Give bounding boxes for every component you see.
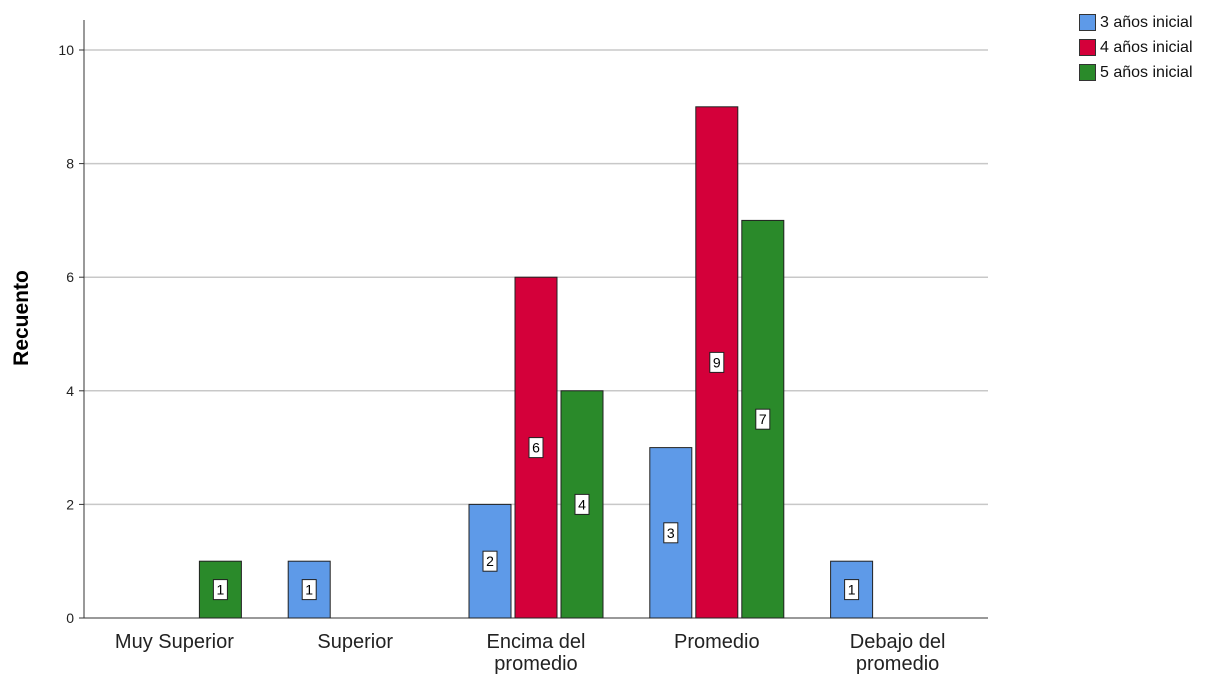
data-label-box <box>844 579 860 601</box>
bar <box>741 219 785 619</box>
y-tick-label: 6 <box>66 269 74 285</box>
data-label: 2 <box>486 553 494 569</box>
data-label: 9 <box>713 354 721 370</box>
legend-item: 4 años inicial <box>1079 35 1193 60</box>
data-label-box <box>212 579 228 601</box>
data-label-box <box>482 550 498 572</box>
data-label-box <box>574 493 590 515</box>
data-label-box <box>663 522 679 544</box>
x-tick-label: Encima del promedio <box>487 631 586 675</box>
y-tick-label: 2 <box>66 496 74 512</box>
y-tick-label: 10 <box>58 42 74 58</box>
y-tick-label: 8 <box>66 156 74 172</box>
data-label: 6 <box>532 440 540 456</box>
data-label-box <box>755 408 771 430</box>
legend-swatch <box>1079 14 1096 31</box>
data-label-box <box>301 579 317 601</box>
y-axis: 0 2 4 6 8 10 <box>58 20 85 626</box>
data-label: 3 <box>667 525 675 541</box>
legend: 3 años inicial 4 años inicial 5 años inici… <box>1079 10 1193 85</box>
legend-label: 4 años inicial <box>1100 38 1193 56</box>
x-tick-label: Debajo del promedio <box>850 631 946 675</box>
y-tick-label: 4 <box>66 383 74 399</box>
x-tick-label: Promedio <box>674 631 760 653</box>
legend-item: 5 años inicial <box>1079 60 1193 85</box>
x-tick-label: Superior <box>317 631 393 653</box>
bars: 1 1 2 6 4 3 9 7 1 <box>198 106 874 619</box>
legend-label: 3 años inicial <box>1100 13 1193 31</box>
data-label: 1 <box>305 582 313 598</box>
x-axis: Muy Superior Superior Encima del promedio Pr… <box>84 617 988 675</box>
legend-swatch <box>1079 39 1096 56</box>
data-label: 1 <box>217 582 225 598</box>
data-label: 4 <box>578 496 586 512</box>
data-label: 7 <box>759 411 767 427</box>
data-label: 1 <box>848 582 856 598</box>
y-tick-label: 0 <box>66 610 74 626</box>
data-label-box <box>528 437 544 459</box>
legend-label: 5 años inicial <box>1100 63 1193 81</box>
legend-item: 3 años inicial <box>1079 10 1193 35</box>
legend-swatch <box>1079 64 1096 81</box>
x-tick-label: Muy Superior <box>115 631 234 653</box>
data-label-box <box>709 351 725 373</box>
y-axis-label: Recuento <box>10 270 33 366</box>
